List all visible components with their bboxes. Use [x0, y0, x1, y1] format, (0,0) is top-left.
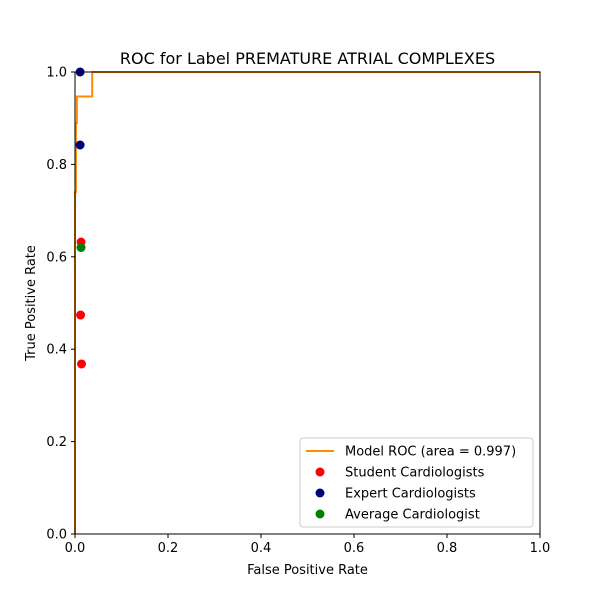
scatter-point-series-1 — [76, 310, 86, 320]
legend-swatch-marker — [315, 509, 325, 519]
legend-box — [299, 437, 534, 528]
axes-frame — [74, 71, 541, 535]
legend-entry-label: Expert Cardiologists — [345, 487, 476, 502]
y-tick-label: 0.0 — [46, 528, 67, 543]
scatter-point-series-2 — [75, 140, 85, 150]
x-axis-label: False Positive Rate — [247, 563, 368, 578]
x-tick-label: 0.2 — [158, 541, 179, 556]
chart-title: ROC for Label PREMATURE ATRIAL COMPLEXES — [120, 49, 495, 68]
x-tick-label: 0.6 — [344, 541, 365, 556]
legend-entry-label: Model ROC (area = 0.997) — [345, 445, 516, 460]
x-tick-label: 0.0 — [65, 541, 86, 556]
legend-entry-label: Student Cardiologists — [345, 466, 485, 481]
y-tick-label: 1.0 — [46, 66, 67, 81]
x-tick-label: 0.4 — [251, 541, 272, 556]
legend: Model ROC (area = 0.997) Student Cardiolo… — [299, 437, 534, 528]
y-tick-label: 0.4 — [46, 343, 67, 358]
axes: 0.0 0.2 0.4 0.6 0.8 1.0 0.0 0.2 0.4 0.6 0.8 1.0 — [46, 66, 550, 557]
legend-entry-label: Average Cardiologist — [345, 508, 480, 523]
legend-swatch-marker — [315, 467, 325, 477]
scatter-point-series-1 — [77, 359, 87, 369]
x-tick-label: 0.8 — [437, 541, 458, 556]
y-tick-label: 0.6 — [46, 250, 67, 265]
y-tick-label: 0.8 — [46, 158, 67, 173]
scatter-point-series-3 — [76, 243, 86, 253]
y-axis-label: True Positive Rate — [24, 245, 39, 362]
y-tick-label: 0.2 — [46, 435, 67, 450]
x-tick-label: 1.0 — [530, 541, 551, 556]
legend-swatch-marker — [315, 488, 325, 498]
